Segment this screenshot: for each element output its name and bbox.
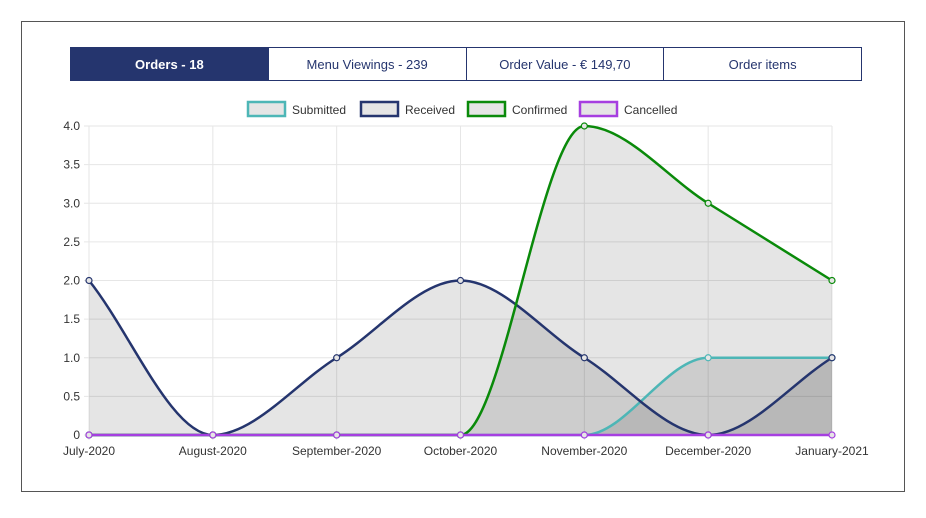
y-tick-label: 4.0: [63, 119, 80, 133]
y-tick-label: 0.5: [63, 389, 80, 403]
legend-label-cancelled: Cancelled: [624, 103, 677, 117]
legend-swatch-confirmed: [466, 100, 507, 118]
data-point-received: [333, 354, 341, 362]
tab-order-items[interactable]: Order items: [663, 47, 862, 81]
data-point-cancelled: [85, 431, 93, 439]
legend-swatch-cancelled: [578, 100, 619, 118]
x-tick-label: July-2020: [63, 444, 115, 458]
y-tick-label: 0: [73, 428, 80, 442]
data-point-cancelled: [456, 431, 465, 439]
data-point-confirmed: [828, 276, 836, 285]
data-point-confirmed: [704, 199, 712, 207]
data-point-received: [456, 276, 465, 285]
y-tick-label: 2.0: [63, 274, 80, 288]
series-fill-received: [89, 280, 832, 435]
y-tick-label: 1.5: [63, 312, 80, 326]
data-point-received: [580, 354, 588, 362]
legend-label-confirmed: Confirmed: [512, 103, 567, 117]
legend-swatch-received: [359, 100, 400, 118]
tab-order-value[interactable]: Order Value - € 149,70: [465, 47, 665, 81]
y-tick-label: 3.5: [63, 158, 80, 172]
metric-tabs: Orders - 18 Menu Viewings - 239 Order Va…: [70, 47, 862, 81]
legend-label-received: Received: [405, 103, 455, 117]
data-point-received: [85, 276, 93, 285]
tab-orders[interactable]: Orders - 18: [70, 47, 269, 81]
data-point-received: [828, 354, 836, 362]
y-tick-label: 2.5: [63, 235, 80, 249]
x-tick-label: September-2020: [292, 444, 382, 458]
series-fill-confirmed: [89, 126, 832, 435]
legend-swatch-submitted: [246, 100, 287, 118]
x-tick-label: December-2020: [665, 444, 751, 458]
x-tick-label: November-2020: [541, 444, 627, 458]
legend-label-submitted: Submitted: [292, 103, 346, 117]
data-point-submitted: [704, 354, 712, 362]
data-point-cancelled: [209, 431, 217, 439]
x-tick-label: August-2020: [179, 444, 247, 458]
x-tick-label: January-2021: [795, 444, 869, 458]
y-tick-label: 3.0: [63, 196, 80, 210]
chart-panel: Orders - 18 Menu Viewings - 239 Order Va…: [21, 21, 905, 492]
data-point-cancelled: [333, 431, 341, 439]
series-fill-submitted: [89, 357, 832, 435]
x-tick-label: October-2020: [424, 444, 498, 458]
data-point-cancelled: [828, 431, 836, 439]
data-point-confirmed: [580, 122, 588, 130]
y-tick-label: 1.0: [63, 351, 80, 365]
data-point-cancelled: [704, 431, 712, 439]
data-point-cancelled: [580, 431, 588, 439]
